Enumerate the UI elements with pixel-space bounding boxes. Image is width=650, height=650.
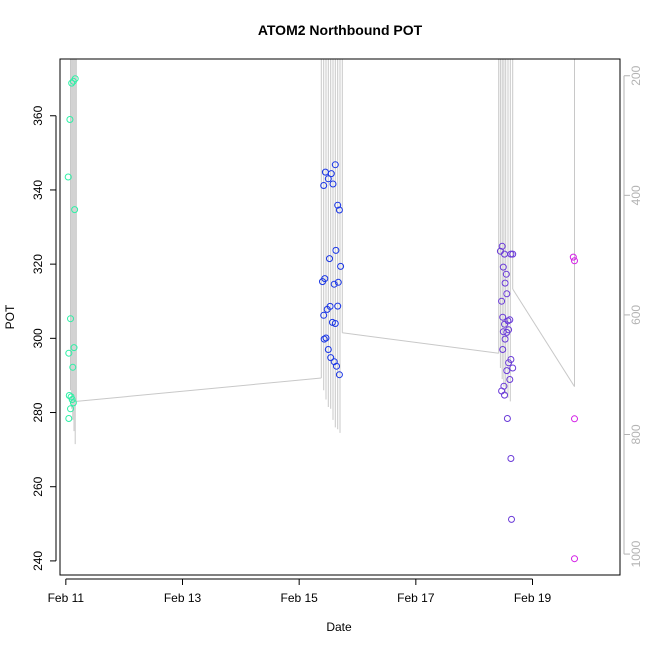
trace-segment — [342, 332, 499, 354]
x-tick-label: Feb 13 — [164, 591, 202, 605]
data-point — [331, 320, 339, 327]
data-point — [65, 415, 73, 422]
data-point — [65, 349, 73, 357]
data-point — [503, 367, 511, 375]
data-point — [329, 180, 337, 188]
y-tick-label: 320 — [31, 254, 45, 274]
data-point — [505, 359, 513, 367]
data-point — [503, 290, 511, 298]
y-tick-label: 340 — [31, 180, 45, 200]
data-point — [69, 363, 77, 371]
x-tick-label: Feb 11 — [48, 591, 85, 605]
data-point — [66, 116, 74, 123]
data-point — [327, 354, 335, 362]
y2-tick-label: 800 — [629, 424, 643, 444]
data-point — [320, 335, 328, 343]
trace-segment — [512, 288, 575, 387]
data-point — [571, 257, 578, 265]
data-point — [501, 335, 509, 343]
data-point — [507, 455, 515, 462]
y2-tick-label: 1000 — [629, 540, 643, 567]
data-point — [319, 278, 326, 286]
y-tick-label: 360 — [31, 105, 45, 125]
y2-tick-label: 400 — [629, 185, 643, 205]
data-point — [501, 391, 508, 399]
data-point — [498, 387, 506, 395]
data-point — [334, 201, 342, 209]
data-point — [501, 279, 509, 287]
data-point — [64, 173, 72, 181]
data-point — [506, 316, 514, 324]
data-point — [69, 399, 77, 407]
data-point — [335, 206, 343, 214]
data-point — [498, 242, 506, 250]
x-axis: Feb 11 Feb 13 Feb 15 Feb 17 Feb 19 — [48, 578, 552, 605]
data-point — [509, 364, 517, 372]
data-point — [569, 253, 577, 261]
y-tick-label: 240 — [31, 551, 45, 571]
trace-lines — [70, 59, 575, 445]
x-axis-label: Date — [326, 620, 352, 634]
chart-title: ATOM2 Northbound POT — [258, 22, 423, 38]
data-point — [571, 415, 578, 423]
data-point — [571, 555, 578, 563]
data-point — [331, 161, 339, 169]
y2-tick-label: 200 — [629, 65, 643, 85]
data-point — [324, 346, 332, 353]
data-point — [499, 313, 507, 321]
y-tick-label: 260 — [31, 476, 45, 496]
data-point — [67, 315, 74, 323]
data-point — [337, 262, 345, 270]
data-point — [330, 280, 338, 288]
data-point — [332, 246, 340, 254]
y2-tick-label: 600 — [629, 305, 643, 325]
data-point — [506, 376, 514, 383]
data-point — [499, 346, 507, 353]
data-point — [503, 415, 511, 422]
data-point — [71, 75, 79, 83]
x-tick-label: Feb 19 — [514, 591, 552, 605]
data-points — [64, 75, 578, 563]
data-point — [68, 396, 76, 403]
data-point — [499, 263, 507, 271]
data-point — [502, 270, 510, 278]
data-point — [509, 250, 517, 258]
data-point — [334, 302, 342, 310]
data-point — [67, 405, 74, 413]
trace-segment — [76, 377, 322, 402]
y-tick-label: 280 — [31, 402, 45, 422]
data-point — [501, 320, 508, 328]
data-point — [335, 371, 343, 379]
plot-area — [59, 58, 621, 576]
data-point — [505, 326, 513, 334]
data-point — [508, 515, 515, 523]
data-point — [327, 170, 335, 178]
data-point — [326, 302, 334, 310]
data-point — [320, 182, 328, 189]
y-axis-label: POT — [3, 304, 17, 329]
data-point — [68, 79, 76, 87]
x-tick-label: Feb 17 — [397, 591, 435, 605]
data-point — [498, 297, 506, 305]
data-point — [333, 362, 340, 370]
data-point — [326, 255, 333, 263]
data-point — [70, 344, 78, 352]
data-point — [334, 278, 342, 286]
data-point — [322, 334, 330, 342]
y2-axis: 200 400 600 800 1000 — [623, 65, 643, 567]
x-tick-label: Feb 15 — [280, 591, 318, 605]
data-point — [324, 175, 332, 183]
y-tick-label: 300 — [31, 328, 45, 348]
data-point — [71, 206, 79, 214]
data-point — [320, 311, 328, 319]
y-axis: 240 260 280 300 320 340 360 — [31, 105, 57, 571]
